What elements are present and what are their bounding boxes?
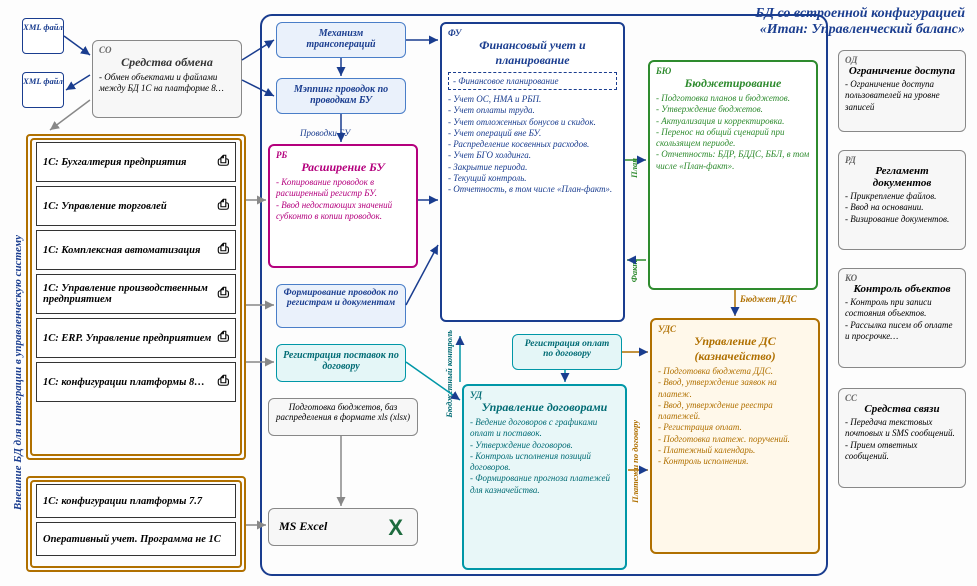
ko-items: Контроль при записи состояния объектов.Р…: [845, 297, 959, 342]
provodki-label: Проводки БУ: [300, 128, 350, 138]
byu-items: Подготовка планов и бюджетов.Утверждение…: [656, 93, 810, 172]
od-title: Ограничение доступа: [845, 65, 959, 77]
reg-post-box: Регистрация поставок по договору: [276, 344, 406, 382]
cc-box: СС Средства связи Передача текстовых поч…: [838, 388, 966, 488]
reg-oplat-box: Регистрация оплат по договору: [512, 334, 622, 370]
ext-item: 1С: ERP. Управление предприятием⎙: [36, 318, 236, 358]
mapping-box: Мэппинг проводок по проводкам БУ: [276, 78, 406, 114]
rd-box: РД Регламент документов Прикрепление фай…: [838, 150, 966, 250]
cc-items: Передача текстовых почтовых и SMS сообще…: [845, 417, 959, 462]
ext-list-1: 1С: Бухгалтерия предприятия⎙1С: Управлен…: [36, 142, 236, 406]
rb-items: Копирование проводок в расширенный регис…: [276, 177, 410, 222]
uds-tag: УДС: [658, 324, 812, 334]
ko-tag: КО: [845, 273, 959, 283]
rb-tag: РБ: [276, 150, 410, 160]
uds-title: Управление ДС (казначейство): [658, 334, 812, 364]
ext-item: 1С: конфигурации платформы 7.7: [36, 484, 236, 518]
uds-items: Подготовка бюджета ДДС.Ввод, утверждение…: [658, 366, 812, 467]
cc-title: Средства связи: [845, 403, 959, 415]
platezhi-label: Платежи по договору: [630, 420, 640, 503]
od-items: Ограничение доступа пользователей на уро…: [845, 79, 959, 113]
excel-icon: X: [388, 515, 403, 541]
fu-title: Финансовый учет и планирование: [448, 38, 617, 68]
rb-title: Расширение БУ: [276, 160, 410, 175]
mechanism-box: Механизм трансопераций: [276, 22, 406, 58]
rd-tag: РД: [845, 155, 959, 165]
app-icon: ⎙: [218, 374, 229, 390]
ko-title: Контроль объектов: [845, 283, 959, 295]
rd-items: Прикрепление файлов.Ввод на основании.Ви…: [845, 191, 959, 225]
fu-box: ФУ Финансовый учет и планирование - Фина…: [440, 22, 625, 322]
ext-item: 1С: Бухгалтерия предприятия⎙: [36, 142, 236, 182]
byu-title: Бюджетирование: [656, 76, 810, 91]
ext-item: 1С: Управление производственным предприя…: [36, 274, 236, 314]
ext-db-label: Внешние БД для интеграции в управленческ…: [12, 235, 24, 510]
budget-dds-label: Бюджет ДДС: [740, 294, 797, 304]
od-box: ОД Ограничение доступа Ограничение досту…: [838, 50, 966, 132]
budget-prep-box: Подготовка бюджетов, баз распределения в…: [268, 398, 418, 436]
app-icon: ⎙: [218, 286, 229, 302]
ext-item: 1С: Комплексная автоматизация⎙: [36, 230, 236, 270]
app-icon: ⎙: [218, 154, 229, 170]
fact-label: Факт: [629, 260, 639, 282]
app-icon: ⎙: [218, 198, 229, 214]
co-items: Обмен объектами и файлами между БД 1С на…: [99, 72, 235, 95]
cc-tag: СС: [845, 393, 959, 403]
ext-item: Оперативный учет. Программа не 1С: [36, 522, 236, 556]
budget-control-label: Бюджетный контроль: [444, 330, 454, 418]
ud-box: УД Управление договорами Ведение договор…: [462, 384, 627, 570]
excel-box: MS Excel X: [268, 508, 418, 546]
ud-items: Ведение договоров с графиками оплат и по…: [470, 417, 619, 496]
app-icon: ⎙: [218, 330, 229, 346]
ud-title: Управление договорами: [470, 400, 619, 415]
ud-tag: УД: [470, 390, 619, 400]
xml-file-2: XML файл: [22, 72, 64, 108]
co-title: Средства обмена: [99, 55, 235, 70]
od-tag: ОД: [845, 55, 959, 65]
ext-item: 1С: конфигурации платформы 8…⎙: [36, 362, 236, 402]
rd-title: Регламент документов: [845, 165, 959, 189]
excel-label: MS Excel: [279, 519, 327, 533]
rb-box: РБ Расширение БУ Копирование проводок в …: [268, 144, 418, 268]
byu-box: БЮ Бюджетирование Подготовка планов и бю…: [648, 60, 818, 290]
ext-item: 1С: Управление торговлей⎙: [36, 186, 236, 226]
app-icon: ⎙: [218, 242, 229, 258]
fu-section1: - Финансовое планирование: [448, 72, 617, 90]
fu-items: Учет ОС, НМА и РБП.Учет оплаты труда.Уче…: [448, 94, 617, 195]
xml-file-1: XML файл: [22, 18, 64, 54]
co-tag: СО: [99, 45, 235, 55]
byu-tag: БЮ: [656, 66, 810, 76]
co-box: СО Средства обмена Обмен объектами и фай…: [92, 40, 242, 118]
form-regs-box: Формирование проводок по регистрам и док…: [276, 284, 406, 328]
ext-list-2: 1С: конфигурации платформы 7.7 Оперативны…: [36, 484, 236, 560]
ko-box: КО Контроль объектов Контроль при записи…: [838, 268, 966, 368]
uds-box: УДС Управление ДС (казначейство) Подгото…: [650, 318, 820, 554]
fu-tag: ФУ: [448, 28, 617, 38]
plan-label: План: [629, 158, 639, 178]
